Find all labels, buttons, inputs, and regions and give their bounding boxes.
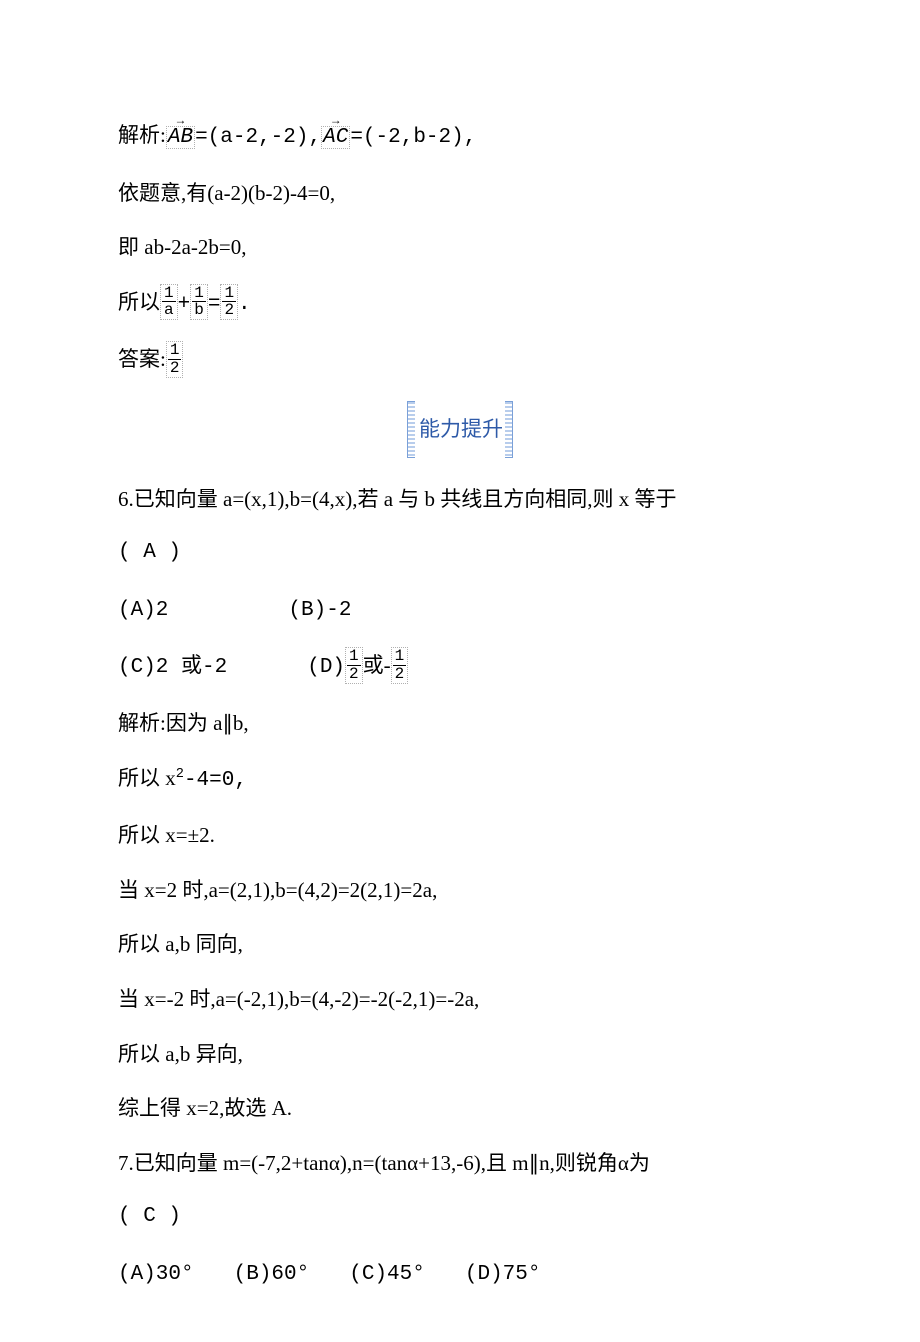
frac-num: 1 (168, 342, 182, 360)
q6-sol-8: 综上得 x=2,故选 A. (118, 1081, 802, 1136)
plus-sign: + (178, 293, 191, 316)
q6-opt-d-prefix: (D) (307, 656, 345, 679)
equals-sign: = (208, 293, 221, 316)
q7-opt-c: (C)45° (349, 1263, 425, 1286)
sol5-so-prefix: 所以 (118, 290, 160, 314)
fraction-1-over-2: 12 (220, 284, 238, 321)
sol5-v2-coords: =(-2,b-2), (350, 126, 476, 149)
q7-answer-paren: ( C ) (118, 1190, 802, 1245)
section-header: 能力提升 (118, 401, 802, 458)
q6-sol-6: 当 x=-2 时,a=(-2,1),b=(4,-2)=-2(-2,1)=-2a, (118, 972, 802, 1027)
sol5-prefix: 解析: (118, 123, 166, 147)
q6-sol-2b: -4=0, (184, 769, 247, 792)
q7-options: (A)30° (B)60° (C)45° (D)75° (118, 1245, 802, 1303)
frac-den: a (162, 302, 176, 319)
fraction-1-over-b: 1b (190, 284, 208, 321)
q6-answer-paren: ( A ) (118, 526, 802, 581)
sol5-line1: 解析:→AB=(a-2,-2),→AC=(-2,b-2), (118, 108, 802, 166)
sol5-v1-coords: =(a-2,-2), (195, 126, 321, 149)
frac-den: b (192, 302, 206, 319)
vector-ac: →AC (321, 126, 350, 149)
vector-ac-label: AC (323, 126, 348, 149)
q6-options-row1: (A)2 (B)-2 (118, 581, 802, 639)
arrow-icon: → (322, 115, 349, 127)
fraction-1-over-a: 1a (160, 284, 178, 321)
q6-opt-b: (B)-2 (288, 599, 351, 622)
q6-sol-2a: 所以 x (118, 766, 176, 790)
section-title: 能力提升 (407, 401, 513, 458)
frac-num: 1 (162, 285, 176, 303)
q6-opt-a: (A)2 (118, 599, 168, 622)
q7-opt-b: (B)60° (234, 1263, 310, 1286)
sol5-answer: 答案:12 (118, 332, 802, 387)
sol5-line3: 即 ab-2a-2b=0, (118, 220, 802, 275)
q6-options-row2: (C)2 或-2(D)12或-12 (118, 638, 802, 696)
q6-sol-2: 所以 x2-4=0, (118, 751, 802, 809)
q6-sol-1: 解析:因为 a∥b, (118, 696, 802, 751)
sol5-line4: 所以1a+1b=12. (118, 275, 802, 333)
period: . (238, 293, 251, 316)
q7-opt-d: (D)75° (465, 1263, 541, 1286)
answer-prefix: 答案: (118, 347, 166, 371)
vector-ab-label: AB (168, 126, 193, 149)
fraction-answer: 12 (166, 341, 184, 378)
page: 解析:→AB=(a-2,-2),→AC=(-2,b-2), 依题意,有(a-2)… (0, 0, 920, 1342)
q7-stem: 7.已知向量 m=(-7,2+tanα),n=(tanα+13,-6),且 m∥… (118, 1136, 802, 1191)
q6-sol-3: 所以 x=±2. (118, 808, 802, 863)
q6-opt-d-mid: 或- (363, 653, 391, 677)
frac-num: 1 (222, 285, 236, 303)
q6-opt-c: (C)2 或-2 (118, 656, 227, 679)
frac-den: 2 (222, 302, 236, 319)
q6-stem: 6.已知向量 a=(x,1),b=(4,x),若 a 与 b 共线且方向相同,则… (118, 472, 802, 527)
frac-den: 2 (168, 360, 182, 377)
fraction-half-1: 12 (345, 647, 363, 684)
q7-opt-a: (A)30° (118, 1263, 194, 1286)
frac-num: 1 (393, 648, 407, 666)
frac-den: 2 (393, 666, 407, 683)
frac-den: 2 (347, 666, 361, 683)
q6-sol-4: 当 x=2 时,a=(2,1),b=(4,2)=2(2,1)=2a, (118, 863, 802, 918)
q6-sol-2-sup: 2 (176, 767, 184, 782)
sol5-line2: 依题意,有(a-2)(b-2)-4=0, (118, 166, 802, 221)
frac-num: 1 (347, 648, 361, 666)
fraction-half-2: 12 (391, 647, 409, 684)
q6-sol-7: 所以 a,b 异向, (118, 1027, 802, 1082)
q6-sol-5: 所以 a,b 同向, (118, 917, 802, 972)
arrow-icon: → (167, 115, 194, 127)
vector-ab: →AB (166, 126, 195, 149)
frac-num: 1 (192, 285, 206, 303)
